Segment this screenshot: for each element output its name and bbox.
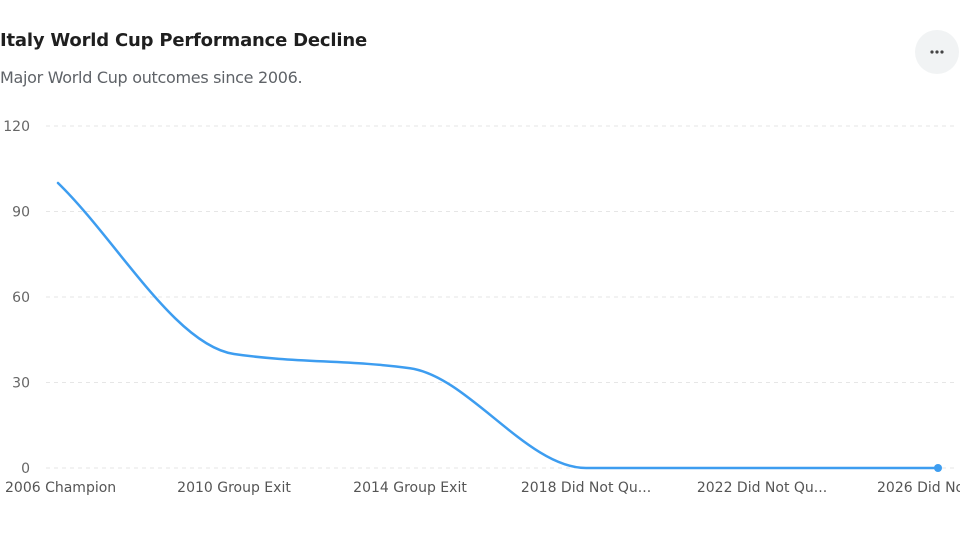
x-tick-label: 2014 Group Exit	[353, 480, 467, 496]
more-options-button[interactable]	[915, 30, 959, 74]
x-tick-label: 2006 Champion	[5, 480, 116, 496]
data-point	[934, 464, 942, 472]
x-tick-label: 2018 Did Not Qu...	[521, 480, 651, 496]
more-horizontal-icon	[930, 50, 944, 54]
y-tick-label: 0	[21, 461, 30, 477]
y-tick-label: 90	[12, 205, 30, 221]
x-tick-label: 2022 Did Not Qu...	[697, 480, 827, 496]
y-tick-label: 30	[12, 376, 30, 392]
y-tick-label: 120	[3, 119, 30, 135]
y-tick-label: 60	[12, 290, 30, 306]
chart-title: Italy World Cup Performance Decline	[0, 30, 367, 51]
x-tick-label: 2026 Did No	[877, 480, 960, 496]
series-line	[56, 181, 940, 470]
chart-subtitle: Major World Cup outcomes since 2006.	[0, 68, 303, 87]
x-tick-label: 2010 Group Exit	[177, 480, 291, 496]
